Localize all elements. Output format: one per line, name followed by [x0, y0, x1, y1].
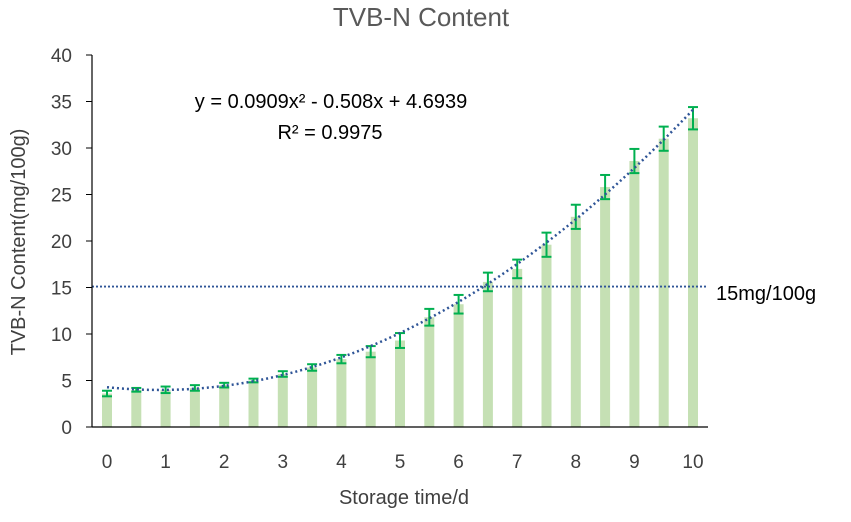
bar	[395, 340, 405, 427]
x-tick-label: 2	[219, 452, 230, 473]
bar	[424, 317, 435, 427]
y-tick-label: 20	[51, 232, 72, 253]
trendline	[106, 108, 694, 392]
bar	[189, 387, 200, 427]
y-tick-label: 15	[51, 279, 72, 300]
bar	[219, 385, 230, 427]
bar	[160, 389, 171, 427]
x-axis-title: Storage time/d	[339, 487, 469, 509]
y-tick-label: 25	[51, 186, 72, 207]
bar	[453, 304, 464, 427]
bar	[102, 393, 112, 427]
bar-series	[102, 118, 698, 428]
x-tick-label: 9	[629, 452, 640, 473]
error-bar	[307, 363, 318, 372]
error-bar	[219, 381, 230, 389]
bar	[658, 138, 669, 427]
x-tick-label: 8	[571, 452, 582, 473]
error-bar	[189, 384, 200, 392]
error-bar	[453, 293, 464, 315]
y-axis-ticks: 0 5 10 15 20 25 30 35 40	[51, 46, 92, 439]
bar	[629, 161, 640, 427]
bar	[541, 244, 552, 427]
x-tick-label: 10	[682, 452, 703, 473]
y-axis-title: TVB-N Content(mg/100g)	[8, 129, 30, 356]
bar	[365, 351, 376, 427]
x-axis-ticks: 0 1 2 3 4 5 6 7 8 9 10	[102, 452, 704, 473]
bar	[600, 187, 611, 427]
error-bar	[629, 147, 640, 175]
bar	[277, 373, 288, 427]
bar	[512, 268, 523, 427]
x-tick-label: 7	[512, 452, 523, 473]
x-tick-label: 6	[453, 452, 464, 473]
bar	[336, 359, 347, 427]
bar	[570, 216, 581, 427]
y-tick-label: 30	[51, 139, 72, 160]
x-tick-label: 3	[278, 452, 289, 473]
bar	[248, 380, 259, 427]
x-tick-label: 5	[395, 452, 406, 473]
error-bar-series	[102, 106, 698, 398]
error-bar	[482, 271, 493, 293]
error-bar	[102, 389, 112, 398]
trendline-r-squared: R² = 0.9975	[277, 122, 382, 144]
error-bar	[570, 203, 581, 230]
y-tick-label: 35	[51, 93, 72, 114]
y-tick-label: 40	[51, 46, 72, 67]
x-tick-label: 0	[102, 452, 113, 473]
x-tick-label: 1	[160, 452, 171, 473]
x-tick-label: 4	[336, 452, 347, 473]
error-bar	[600, 173, 611, 201]
bar	[307, 367, 318, 427]
threshold-label: 15mg/100g	[716, 283, 816, 305]
error-bar	[131, 386, 142, 393]
bar	[131, 389, 142, 427]
error-bar	[160, 385, 171, 395]
bar	[688, 118, 698, 428]
y-tick-label: 10	[51, 325, 72, 346]
trendline-equation: y = 0.0909x² - 0.508x + 4.6939	[195, 91, 467, 113]
bar	[482, 281, 493, 427]
y-tick-label: 0	[61, 418, 72, 439]
error-bar	[541, 231, 552, 258]
y-tick-label: 5	[61, 372, 72, 393]
chart-title: TVB-N Content	[333, 2, 510, 32]
error-bar	[512, 258, 523, 280]
error-bar	[336, 353, 347, 365]
